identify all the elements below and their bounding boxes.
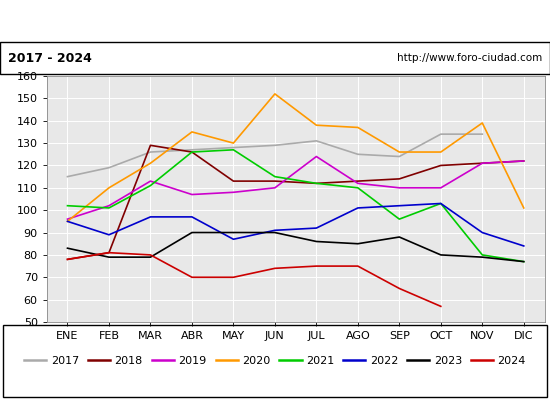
Text: http://www.foro-ciudad.com: http://www.foro-ciudad.com [397, 53, 542, 63]
Text: 2017 - 2024: 2017 - 2024 [8, 52, 92, 64]
Legend: 2017, 2018, 2019, 2020, 2021, 2022, 2023, 2024: 2017, 2018, 2019, 2020, 2021, 2022, 2023… [24, 356, 526, 366]
Text: Evolucion del paro registrado en Canena: Evolucion del paro registrado en Canena [119, 14, 431, 28]
